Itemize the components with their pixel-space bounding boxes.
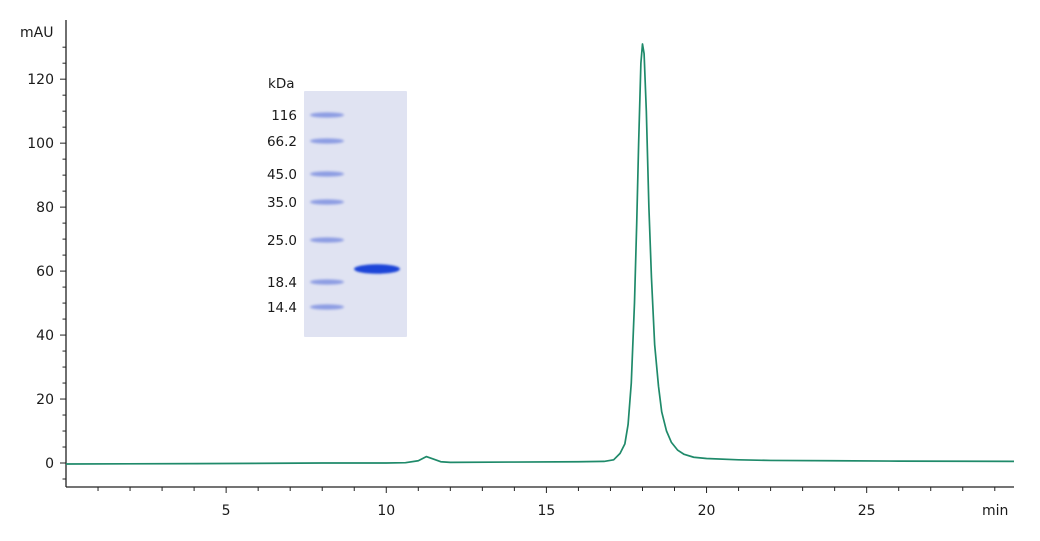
x-axis-ticks: 5 10 15 20 25 [97,487,996,519]
x-tick-label: 20 [698,503,716,519]
y-tick-label: 120 [27,72,54,88]
gel-marker-label: 25.0 [267,233,297,249]
y-tick-label: 20 [36,392,54,408]
x-tick-label: 15 [537,503,555,519]
gel-marker-band [310,304,344,310]
x-tick-label: 25 [858,503,876,519]
gel-marker-label: 18.4 [267,275,297,291]
gel-marker-label: 45.0 [267,167,297,183]
chromatogram-trace [65,43,1015,465]
y-tick-label: 0 [45,456,54,472]
gel-unit-label: kDa [268,76,295,92]
x-axis-unit-label: min [982,503,1008,519]
gel-marker-label: 35.0 [267,195,297,211]
y-tick-label: 80 [36,200,54,216]
x-tick-label: 5 [222,503,231,519]
gel-marker-band [310,199,344,205]
y-tick-label: 40 [36,328,54,344]
gel-marker-label: 116 [271,108,297,124]
y-tick-label: 60 [36,264,54,280]
gel-background [304,91,407,337]
y-tick-label: 100 [27,136,54,152]
gel-marker-band [310,237,344,243]
y-axis-ticks: 0 20 40 60 80 100 120 [27,46,66,480]
y-axis-unit-label: mAU [20,25,53,41]
sds-page-gel-inset: kDa 116 66.2 45.0 35.0 25.0 18.4 14.4 [267,76,407,337]
axes: 0 20 40 60 80 100 120 5 10 15 20 25 mAU min [20,20,1014,519]
gel-marker-band [310,171,344,177]
gel-marker-labels: 116 66.2 45.0 35.0 25.0 18.4 14.4 [267,108,297,316]
gel-sample-band [354,264,400,274]
gel-marker-band [310,112,344,118]
x-tick-label: 10 [377,503,395,519]
gel-marker-label: 14.4 [267,300,297,316]
gel-marker-lane [310,112,344,310]
gel-marker-band [310,138,344,144]
gel-marker-band [310,279,344,285]
gel-marker-label: 66.2 [267,134,297,150]
